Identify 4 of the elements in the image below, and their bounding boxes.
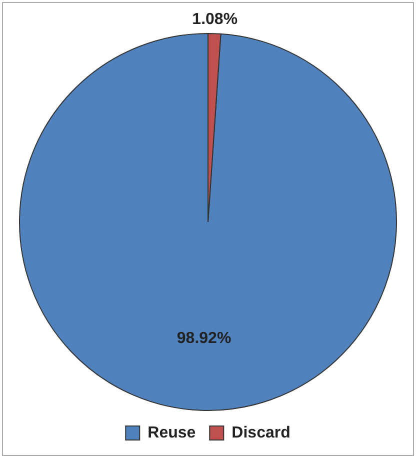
legend-label: Discard xyxy=(232,424,290,442)
data-label: 98.92% xyxy=(176,330,232,348)
data-label: 1.08% xyxy=(192,11,238,28)
legend-label: Reuse xyxy=(148,424,196,442)
